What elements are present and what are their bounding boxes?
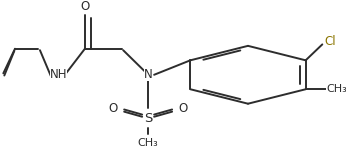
Text: NH: NH (49, 68, 67, 81)
Text: O: O (80, 0, 90, 13)
Text: S: S (144, 112, 152, 125)
Text: O: O (108, 102, 118, 115)
Text: N: N (144, 68, 153, 81)
Text: O: O (179, 102, 188, 115)
Text: CH₃: CH₃ (326, 84, 346, 94)
Text: CH₃: CH₃ (138, 138, 158, 148)
Text: Cl: Cl (324, 35, 336, 48)
